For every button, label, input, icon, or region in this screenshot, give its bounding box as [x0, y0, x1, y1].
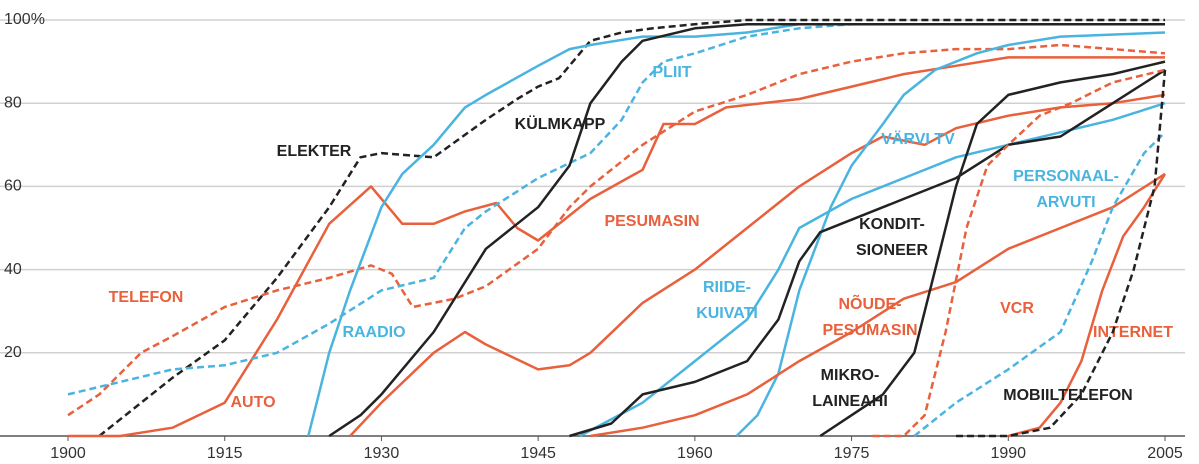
series-line — [913, 131, 1166, 437]
series-line — [590, 172, 1166, 438]
series-label: SIONEER — [856, 242, 928, 259]
y-tick-label: 60 — [4, 178, 22, 195]
series-label: VÄRVI TV — [881, 130, 955, 148]
series-label: PERSONAAL- — [1013, 168, 1119, 185]
series-label: MOBIILTELEFON — [1003, 387, 1132, 404]
series-label: PESUMASIN — [604, 213, 699, 230]
series-line — [67, 22, 1165, 396]
series-label: LAINEAHI — [812, 393, 888, 410]
y-tick-label: 20 — [4, 344, 22, 361]
x-tick-label: 2005 — [1147, 445, 1183, 462]
x-tick-label: 1960 — [677, 445, 713, 462]
series-label: ARVUTI — [1036, 194, 1095, 211]
x-tick-label: 1930 — [364, 445, 400, 462]
series-line — [349, 93, 1166, 437]
series-line — [956, 69, 1167, 438]
series-line — [328, 22, 1165, 438]
y-tick-label: 80 — [4, 94, 22, 111]
series-label: ELEKTER — [277, 143, 352, 160]
series-line — [735, 31, 1166, 437]
y-tick-label: 100% — [4, 11, 45, 28]
series-line — [98, 18, 1165, 437]
series-line — [307, 22, 1165, 437]
series-label: KÜLMKAPP — [515, 114, 606, 133]
series-line — [68, 56, 1165, 438]
series-line — [569, 68, 1166, 438]
series-label: KUIVATI — [696, 305, 758, 322]
series-label: KONDIT- — [859, 216, 925, 233]
series-label: NÕUDE- — [838, 293, 901, 313]
x-tick-label: 1990 — [990, 445, 1026, 462]
series-line — [579, 102, 1166, 438]
series-line — [872, 68, 1166, 438]
series-line — [819, 60, 1166, 438]
y-tick-label: 40 — [4, 261, 22, 278]
series-label: PLIIT — [652, 64, 691, 81]
series-label: RIIDE- — [703, 279, 751, 296]
series-label: RAADIO — [342, 324, 405, 341]
x-tick-label: 1915 — [207, 445, 243, 462]
series-line — [1007, 173, 1167, 438]
x-tick-label: 1945 — [520, 445, 556, 462]
series-label: PESUMASIN — [822, 322, 917, 339]
series-label: MIKRO- — [821, 367, 880, 384]
series-label: AUTO — [230, 394, 275, 411]
series-label: INTERNET — [1093, 324, 1173, 341]
series-label: VCR — [1000, 300, 1034, 317]
series-label: TELEFON — [109, 289, 184, 306]
x-tick-label: 1900 — [50, 445, 86, 462]
x-tick-label: 1975 — [834, 445, 870, 462]
